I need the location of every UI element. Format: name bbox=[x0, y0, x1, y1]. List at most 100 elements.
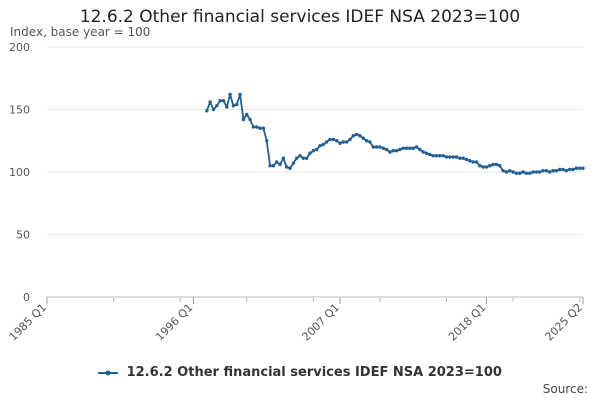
data-point bbox=[211, 107, 216, 112]
y-tick-label: 100 bbox=[9, 166, 30, 179]
gridlines bbox=[47, 46, 583, 298]
data-point bbox=[334, 139, 339, 143]
data-point bbox=[324, 140, 329, 144]
data-point bbox=[218, 99, 222, 103]
data-point bbox=[404, 146, 409, 150]
data-point bbox=[288, 166, 292, 170]
y-tick-label: 50 bbox=[16, 229, 30, 242]
data-point bbox=[364, 139, 369, 143]
data-point bbox=[344, 140, 349, 144]
data-point bbox=[481, 165, 485, 169]
x-tick-label: 2007 Q1 bbox=[300, 301, 343, 344]
data-point bbox=[314, 147, 319, 152]
data-point bbox=[311, 149, 316, 153]
legend-line-icon bbox=[98, 370, 119, 375]
data-point bbox=[294, 156, 299, 160]
data-point bbox=[394, 149, 399, 153]
legend[interactable]: 12.6.2 Other financial services IDEF NSA… bbox=[0, 365, 600, 380]
data-point bbox=[528, 171, 532, 175]
data-point bbox=[468, 159, 472, 163]
data-point bbox=[501, 169, 505, 173]
data-point bbox=[518, 171, 522, 175]
data-point bbox=[431, 154, 435, 158]
x-tick-label: 2018 Q1 bbox=[446, 301, 489, 344]
data-point bbox=[574, 166, 579, 170]
data-point bbox=[348, 137, 352, 142]
data-point bbox=[221, 99, 226, 103]
data-point bbox=[338, 141, 342, 145]
data-point bbox=[381, 146, 385, 150]
data-point bbox=[318, 144, 322, 148]
data-point bbox=[484, 165, 489, 169]
y-tick-label: 150 bbox=[9, 104, 30, 117]
data-point bbox=[331, 137, 336, 142]
series-line bbox=[205, 93, 583, 175]
source-label: Source: bbox=[542, 382, 588, 396]
data-point bbox=[398, 147, 402, 152]
data-point bbox=[414, 145, 419, 149]
data-point bbox=[245, 112, 249, 117]
data-point bbox=[298, 154, 302, 158]
data-point bbox=[521, 170, 525, 174]
data-point bbox=[358, 134, 362, 138]
data-point bbox=[235, 102, 239, 107]
data-point bbox=[581, 166, 585, 170]
y-tick-label: 0 bbox=[23, 291, 30, 304]
data-point bbox=[361, 136, 365, 140]
data-point bbox=[504, 170, 509, 174]
data-point bbox=[384, 147, 389, 152]
data-point bbox=[231, 104, 236, 108]
data-point bbox=[514, 171, 519, 175]
data-point bbox=[548, 170, 552, 174]
data-point bbox=[321, 142, 326, 147]
x-tick-label: 2025 Q2 bbox=[543, 301, 586, 344]
series-layer bbox=[205, 92, 585, 175]
data-point bbox=[328, 137, 332, 142]
data-point bbox=[205, 109, 209, 113]
data-point bbox=[567, 167, 572, 172]
chart-title: 12.6.2 Other financial services IDEF NSA… bbox=[79, 7, 521, 27]
data-point bbox=[554, 169, 559, 173]
data-point bbox=[424, 151, 429, 155]
data-point bbox=[511, 170, 515, 174]
data-point bbox=[268, 164, 272, 168]
data-point bbox=[255, 125, 259, 129]
data-point bbox=[458, 156, 462, 160]
data-point bbox=[564, 169, 569, 173]
data-point bbox=[478, 164, 482, 168]
data-point bbox=[464, 157, 469, 162]
data-point bbox=[418, 147, 422, 152]
data-point bbox=[388, 150, 392, 154]
data-point bbox=[558, 167, 562, 172]
data-point bbox=[225, 105, 229, 109]
data-point bbox=[438, 154, 442, 158]
data-point bbox=[354, 132, 359, 137]
data-point bbox=[371, 145, 375, 149]
data-point bbox=[258, 126, 262, 130]
data-point bbox=[281, 156, 286, 160]
data-point bbox=[524, 171, 529, 175]
data-point bbox=[285, 165, 289, 169]
x-tick-label: 1985 Q1 bbox=[7, 301, 50, 344]
data-point bbox=[498, 164, 502, 168]
data-point bbox=[488, 164, 492, 168]
legend-label: 12.6.2 Other financial services IDEF NSA… bbox=[126, 365, 502, 380]
data-point bbox=[541, 169, 545, 173]
data-point bbox=[368, 140, 372, 144]
data-point bbox=[275, 160, 279, 164]
data-point bbox=[448, 155, 452, 159]
data-point bbox=[561, 167, 565, 172]
data-point bbox=[577, 166, 582, 170]
data-point bbox=[308, 151, 312, 155]
data-point bbox=[534, 170, 539, 174]
data-point bbox=[304, 156, 309, 160]
data-point bbox=[241, 117, 246, 122]
data-point bbox=[494, 162, 499, 167]
data-point bbox=[531, 170, 535, 174]
data-point bbox=[228, 92, 232, 97]
data-point bbox=[454, 155, 459, 159]
data-point bbox=[544, 169, 549, 173]
axes: 0 50 100 150 200 1985 Q1 1996 Q1 2007 Q1 2018 Q1… bbox=[7, 41, 586, 343]
data-point bbox=[571, 167, 575, 172]
data-point bbox=[265, 139, 269, 143]
